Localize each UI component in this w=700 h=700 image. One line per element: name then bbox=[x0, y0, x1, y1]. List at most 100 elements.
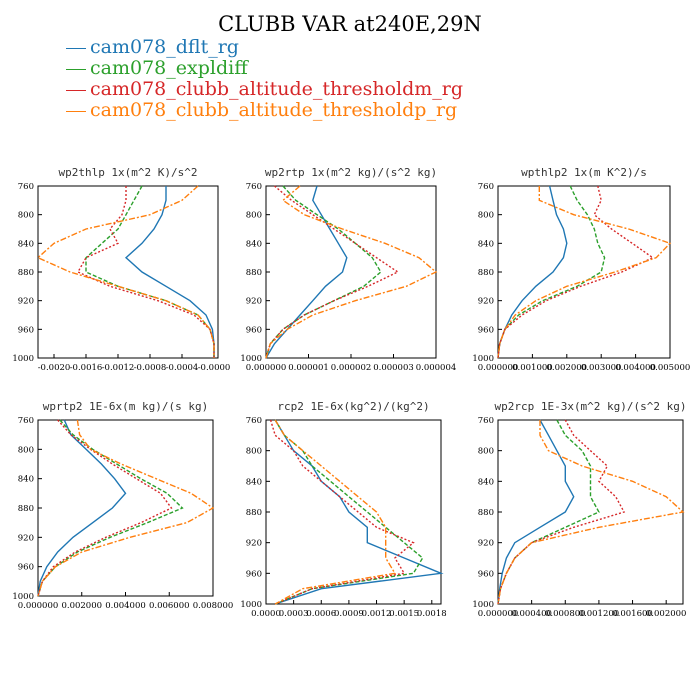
x-tick-label: 0.0012 bbox=[362, 609, 392, 619]
series-line bbox=[77, 186, 215, 358]
series-line bbox=[265, 185, 382, 359]
plot-frame bbox=[37, 419, 214, 597]
y-tick-label: 800 bbox=[18, 445, 34, 455]
x-tick-label: -0.0004 bbox=[166, 363, 199, 373]
plot-frame bbox=[497, 419, 684, 605]
series-line bbox=[265, 185, 438, 359]
y-tick-label: 840 bbox=[18, 239, 34, 249]
series-line bbox=[274, 419, 397, 605]
y-tick-label: 800 bbox=[478, 447, 494, 457]
y-tick-label: 1000 bbox=[240, 600, 262, 610]
x-tick-label: 0.000000 bbox=[478, 363, 519, 373]
x-tick-label: 0.0003 bbox=[279, 609, 309, 619]
series-line bbox=[497, 185, 568, 359]
series-line bbox=[37, 419, 127, 597]
x-tick-label: 0.000004 bbox=[416, 363, 457, 373]
series-line bbox=[265, 185, 348, 359]
x-tick-label: 0.001000 bbox=[512, 363, 553, 373]
x-tick-label: 0.0009 bbox=[334, 609, 364, 619]
x-tick-label: 0.005000 bbox=[650, 363, 691, 373]
x-tick-label: 0.003000 bbox=[581, 363, 622, 373]
panel-title: wp2thlp 1x(m^2 K)/s^2 bbox=[58, 166, 197, 179]
x-tick-label: 0.0006 bbox=[306, 609, 336, 619]
panel-title: wp2rcp 1E-3x(m^2 kg)/(s^2 kg) bbox=[494, 400, 686, 413]
y-tick-label: 920 bbox=[478, 539, 494, 549]
y-tick-label: 840 bbox=[478, 477, 494, 487]
series-line bbox=[497, 185, 606, 359]
y-tick-label: 1000 bbox=[472, 354, 494, 364]
series-line bbox=[37, 419, 173, 597]
y-tick-label: 1000 bbox=[240, 354, 262, 364]
series-line bbox=[497, 420, 685, 605]
y-tick-label: 840 bbox=[246, 477, 262, 487]
y-tick-label: 960 bbox=[478, 325, 494, 335]
y-tick-label: 880 bbox=[246, 508, 262, 518]
x-tick-label: -0.0000 bbox=[198, 363, 231, 373]
y-tick-label: 1000 bbox=[12, 354, 34, 364]
plot-frame bbox=[37, 185, 219, 359]
x-tick-label: 0.000800 bbox=[545, 609, 586, 619]
y-tick-label: 960 bbox=[246, 569, 262, 579]
y-tick-label: 880 bbox=[18, 268, 34, 278]
y-tick-label: 880 bbox=[246, 268, 262, 278]
y-tick-label: 960 bbox=[246, 325, 262, 335]
legend-swatch bbox=[66, 111, 86, 112]
plot-frame bbox=[265, 185, 437, 359]
y-tick-label: 760 bbox=[478, 182, 494, 192]
y-tick-label: 800 bbox=[18, 211, 34, 221]
x-tick-label: 0.000003 bbox=[373, 363, 414, 373]
x-tick-label: 0.002000 bbox=[547, 363, 588, 373]
plot-frame bbox=[497, 185, 671, 359]
y-tick-label: 880 bbox=[478, 268, 494, 278]
y-tick-label: 800 bbox=[478, 211, 494, 221]
x-tick-label: 0.006000 bbox=[149, 601, 190, 611]
y-tick-label: 800 bbox=[246, 447, 262, 457]
panel-title: wp2rtp 1x(m^2 kg)/(s^2 kg) bbox=[265, 166, 437, 179]
x-tick-label: 0.008000 bbox=[193, 601, 234, 611]
y-tick-label: 760 bbox=[18, 416, 34, 426]
y-tick-label: 840 bbox=[18, 475, 34, 485]
chart-title: CLUBB VAR at240E,29N bbox=[218, 12, 482, 36]
series-line bbox=[497, 419, 626, 605]
x-tick-label: 0.000400 bbox=[511, 609, 552, 619]
series-line bbox=[269, 419, 415, 605]
x-tick-label: 0.002000 bbox=[646, 609, 687, 619]
x-tick-label: 0.002000 bbox=[61, 601, 102, 611]
series-line bbox=[497, 419, 575, 605]
x-tick-label: 0.000000 bbox=[246, 363, 287, 373]
y-tick-label: 880 bbox=[18, 504, 34, 514]
x-tick-label: 0.0015 bbox=[389, 609, 419, 619]
x-tick-label: 0.000000 bbox=[478, 609, 519, 619]
series-line bbox=[497, 186, 672, 359]
x-tick-label: 0.000000 bbox=[18, 601, 59, 611]
x-tick-label: 0.001600 bbox=[612, 609, 653, 619]
x-tick-label: 0.001200 bbox=[579, 609, 620, 619]
panel-title: wprtp2 1E-6x(m kg)/(s kg) bbox=[43, 400, 209, 413]
x-tick-label: -0.0012 bbox=[102, 363, 135, 373]
y-tick-label: 960 bbox=[18, 325, 34, 335]
y-tick-label: 1000 bbox=[12, 592, 34, 602]
y-tick-label: 920 bbox=[246, 297, 262, 307]
y-tick-label: 920 bbox=[246, 539, 262, 549]
series-line bbox=[36, 185, 215, 358]
x-tick-label: -0.0020 bbox=[38, 363, 71, 373]
panel-title: wpthlp2 1x(m K^2)/s bbox=[521, 166, 647, 179]
legend-label: cam078_clubb_altitude_thresholdm_rg bbox=[90, 78, 464, 100]
legend-label: cam078_clubb_altitude_thresholdp_rg bbox=[90, 99, 458, 121]
series-line bbox=[37, 419, 215, 597]
legend-swatch bbox=[66, 48, 86, 49]
panel-title: rcp2 1E-6x(kg^2)/(kg^2) bbox=[277, 400, 429, 413]
legend-label: cam078_dflt_rg bbox=[90, 36, 239, 58]
x-tick-label: 0.0018 bbox=[417, 609, 447, 619]
series-line bbox=[124, 186, 215, 358]
y-tick-label: 840 bbox=[246, 239, 262, 249]
x-tick-label: 0.000002 bbox=[331, 363, 372, 373]
y-tick-label: 920 bbox=[478, 297, 494, 307]
x-tick-label: -0.0008 bbox=[134, 363, 167, 373]
y-tick-label: 800 bbox=[246, 211, 262, 221]
series-line bbox=[274, 419, 444, 605]
legend-swatch bbox=[66, 90, 86, 91]
x-tick-label: 0.004000 bbox=[615, 363, 656, 373]
legend-swatch bbox=[66, 69, 86, 70]
